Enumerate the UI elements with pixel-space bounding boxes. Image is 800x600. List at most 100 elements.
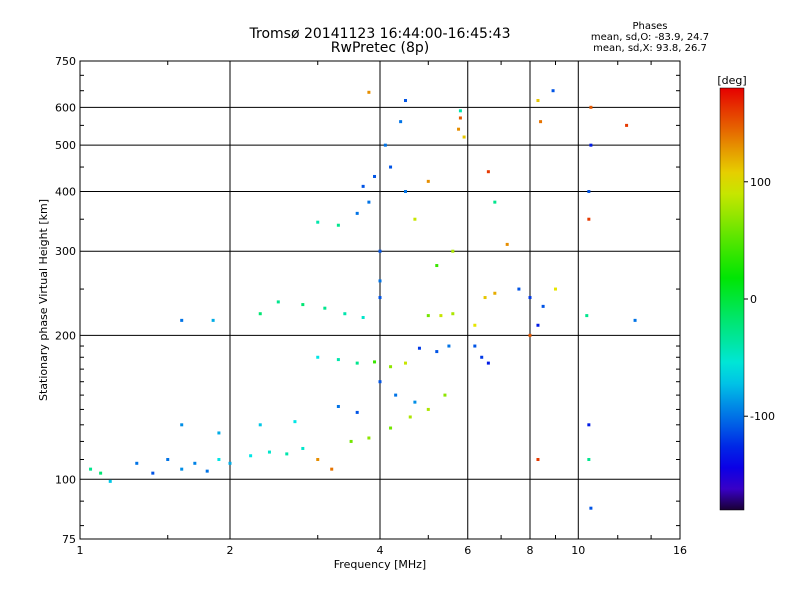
data-point: [435, 264, 439, 268]
data-point: [403, 99, 407, 103]
data-point: [301, 446, 305, 450]
data-point: [435, 350, 439, 354]
colorbar-tick-label: -100: [750, 410, 775, 423]
data-point: [587, 217, 591, 221]
x-tick-label: 1: [77, 544, 84, 557]
data-point: [367, 436, 371, 440]
data-point: [316, 355, 320, 359]
data-point: [587, 457, 591, 461]
data-point: [249, 454, 253, 458]
data-point: [276, 300, 280, 304]
data-point: [473, 323, 477, 327]
data-point: [457, 127, 461, 131]
data-point: [205, 469, 209, 473]
data-point: [486, 361, 490, 365]
data-point: [389, 165, 393, 169]
data-point: [589, 105, 593, 109]
data-point: [258, 423, 262, 427]
data-point: [462, 135, 466, 139]
data-point: [343, 312, 347, 316]
data-point: [355, 410, 359, 414]
data-point: [228, 461, 232, 465]
data-point: [166, 457, 170, 461]
y-tick-label: 300: [55, 245, 76, 258]
data-point: [217, 431, 221, 435]
data-point: [336, 358, 340, 362]
data-point: [89, 467, 93, 471]
data-point: [517, 287, 521, 291]
phase-stats-heading: Phases: [632, 21, 668, 32]
data-point: [108, 479, 112, 483]
colorbar-label: [deg]: [717, 74, 746, 87]
x-tick-label: 8: [527, 544, 534, 557]
data-point: [413, 400, 417, 404]
y-tick-label: 75: [62, 533, 76, 546]
colorbar-tick-label: 100: [750, 176, 771, 189]
data-point: [458, 116, 462, 120]
data-point: [493, 200, 497, 204]
data-point: [389, 426, 393, 430]
data-point: [211, 318, 215, 322]
data-point: [536, 99, 540, 103]
data-point: [389, 365, 393, 369]
chart-subtitle: RwPretec (8p): [330, 40, 430, 56]
x-axis-label: Frequency [MHz]: [334, 558, 426, 571]
data-point: [361, 184, 365, 188]
data-point: [193, 461, 197, 465]
data-point: [349, 439, 353, 443]
y-tick-label: 600: [55, 101, 76, 114]
data-point: [408, 415, 412, 419]
data-point: [633, 318, 637, 322]
data-point: [399, 120, 403, 124]
data-point: [587, 423, 591, 427]
data-point: [378, 380, 382, 384]
data-point: [135, 461, 139, 465]
data-point: [447, 344, 451, 348]
data-point: [426, 179, 430, 183]
data-point: [336, 223, 340, 227]
data-point: [367, 90, 371, 94]
data-point: [486, 170, 490, 174]
data-point: [585, 314, 589, 318]
data-point: [458, 109, 462, 113]
phase-stats-o: mean, sd,O: -83.9, 24.7: [590, 32, 710, 43]
data-point: [355, 361, 359, 365]
colorbar-tick-label: 0: [750, 293, 757, 306]
data-point: [625, 123, 629, 127]
data-point: [336, 404, 340, 408]
data-point: [439, 314, 443, 318]
data-point: [587, 189, 591, 193]
data-point: [373, 174, 377, 178]
x-tick-label: 2: [227, 544, 234, 557]
data-point: [505, 242, 509, 246]
data-point: [267, 450, 271, 454]
data-point: [316, 457, 320, 461]
data-point: [536, 457, 540, 461]
data-point: [367, 200, 371, 204]
data-point: [451, 312, 455, 316]
data-point: [373, 360, 377, 364]
data-point: [553, 287, 557, 291]
data-point: [528, 333, 532, 337]
data-point: [378, 249, 382, 253]
y-tick-label: 500: [55, 139, 76, 152]
data-point: [536, 323, 540, 327]
x-tick-label: 10: [571, 544, 585, 557]
data-point: [528, 296, 532, 300]
x-tick-label: 4: [377, 544, 384, 557]
data-point: [383, 143, 387, 147]
data-point: [99, 471, 103, 475]
x-tick-label: 6: [464, 544, 471, 557]
data-point: [451, 249, 455, 253]
data-point: [426, 314, 430, 318]
data-point: [355, 211, 359, 215]
chart-title: Tromsø 20141123 16:44:00-16:45:43: [249, 26, 511, 42]
data-point: [493, 291, 497, 295]
data-point: [413, 217, 417, 221]
data-point: [330, 467, 334, 471]
data-point: [403, 189, 407, 193]
data-point: [180, 423, 184, 427]
data-point: [285, 452, 289, 456]
y-tick-label: 750: [55, 55, 76, 68]
